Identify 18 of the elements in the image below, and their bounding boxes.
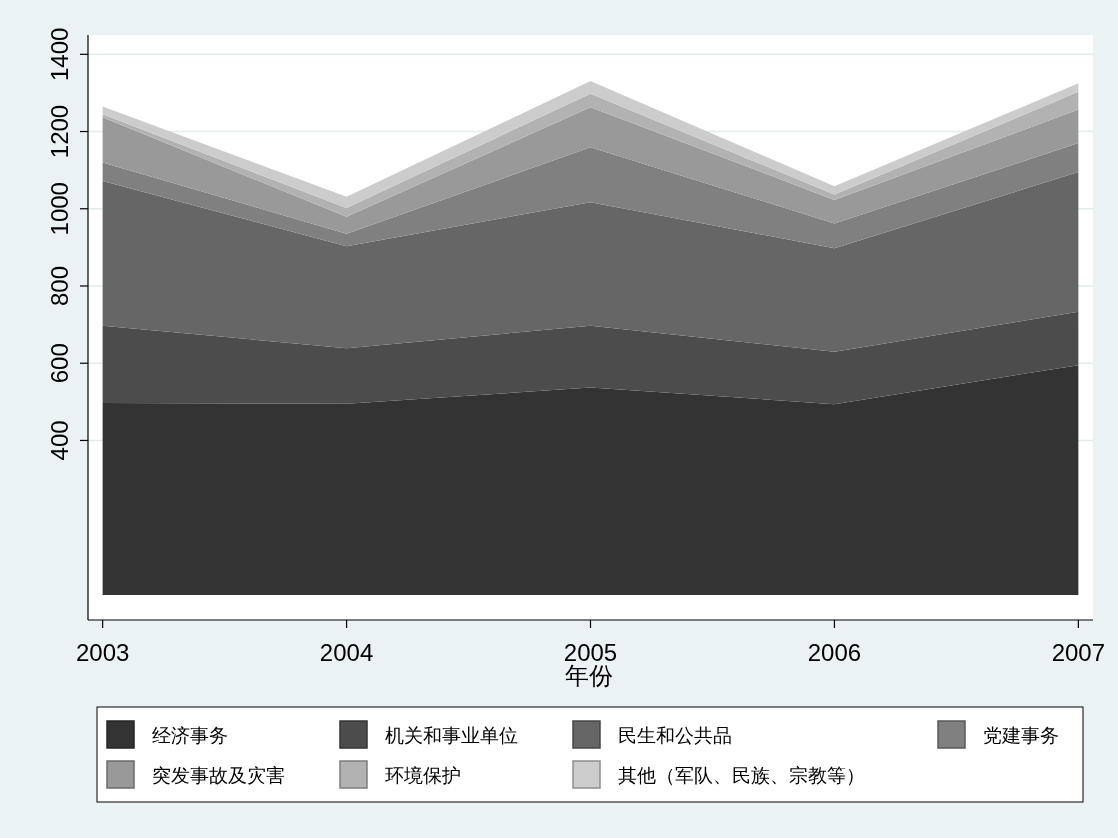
legend-label: 其他（军队、民族、宗教等） — [618, 765, 865, 786]
x-tick-label: 2003 — [75, 639, 130, 666]
legend-label: 经济事务 — [152, 725, 228, 746]
legend-label: 环境保护 — [385, 765, 461, 786]
y-tick-label: 600 — [46, 343, 73, 384]
legend-label: 机关和事业单位 — [385, 725, 518, 746]
x-axis-title: 年份 — [564, 662, 613, 689]
y-tick-label: 400 — [46, 420, 73, 461]
y-tick-label: 1400 — [46, 27, 73, 81]
y-tick-label: 1200 — [46, 104, 73, 159]
x-tick-label: 2006 — [807, 639, 862, 666]
x-tick-label: 2007 — [1051, 639, 1106, 666]
legend-label: 民生和公共品 — [618, 725, 732, 746]
y-tick-label: 1000 — [46, 182, 73, 236]
x-tick-label: 2004 — [319, 639, 374, 666]
legend-label: 党建事务 — [983, 725, 1059, 746]
legend-label: 突发事故及灾害 — [152, 765, 285, 786]
y-tick-label: 800 — [46, 265, 73, 307]
